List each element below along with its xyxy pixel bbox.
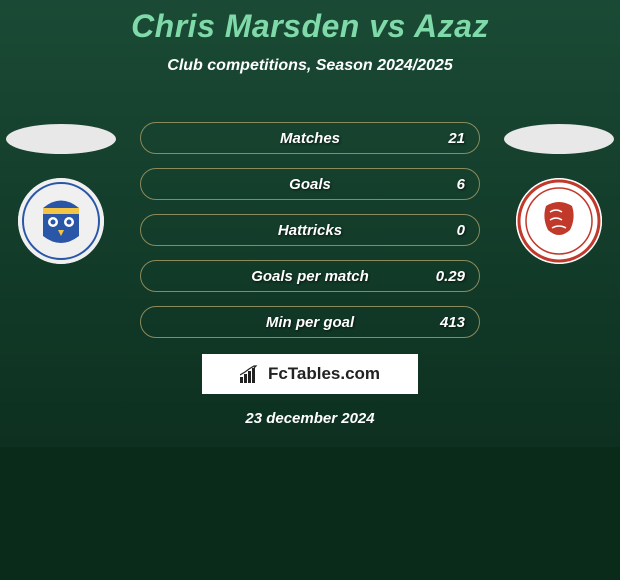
- stat-row: Min per goal413: [140, 306, 480, 338]
- page-title: Chris Marsden vs Azaz: [0, 0, 620, 45]
- subtitle: Club competitions, Season 2024/2025: [0, 57, 620, 75]
- branding-badge[interactable]: FcTables.com: [202, 354, 418, 394]
- left-team-crest: [18, 178, 104, 264]
- right-team-oval: [504, 124, 614, 154]
- stat-right-value: 21: [409, 130, 479, 147]
- stat-label: Hattricks: [211, 222, 409, 239]
- stat-right-value: 413: [409, 314, 479, 331]
- right-team-crest: [516, 178, 602, 264]
- date-label: 23 december 2024: [0, 410, 620, 427]
- stat-row: Hattricks0: [140, 214, 480, 246]
- stat-right-value: 6: [409, 176, 479, 193]
- stat-row: Matches21: [140, 122, 480, 154]
- stat-label: Matches: [211, 130, 409, 147]
- left-team-oval: [6, 124, 116, 154]
- stat-right-value: 0.29: [409, 268, 479, 285]
- bar-chart-icon: [240, 365, 262, 383]
- stat-row: Goals per match0.29: [140, 260, 480, 292]
- brand-text: FcTables.com: [268, 364, 380, 384]
- stat-label: Min per goal: [211, 314, 409, 331]
- stat-row: Goals6: [140, 168, 480, 200]
- lion-crest-icon: [516, 178, 602, 264]
- stat-right-value: 0: [409, 222, 479, 239]
- owl-crest-icon: [18, 178, 104, 264]
- comparison-card: Chris Marsden vs Azaz Club competitions,…: [0, 0, 620, 447]
- stat-label: Goals: [211, 176, 409, 193]
- stats-container: Matches21 Goals6 Hattricks0 Goals per match…: [140, 122, 480, 352]
- stat-label: Goals per match: [211, 268, 409, 285]
